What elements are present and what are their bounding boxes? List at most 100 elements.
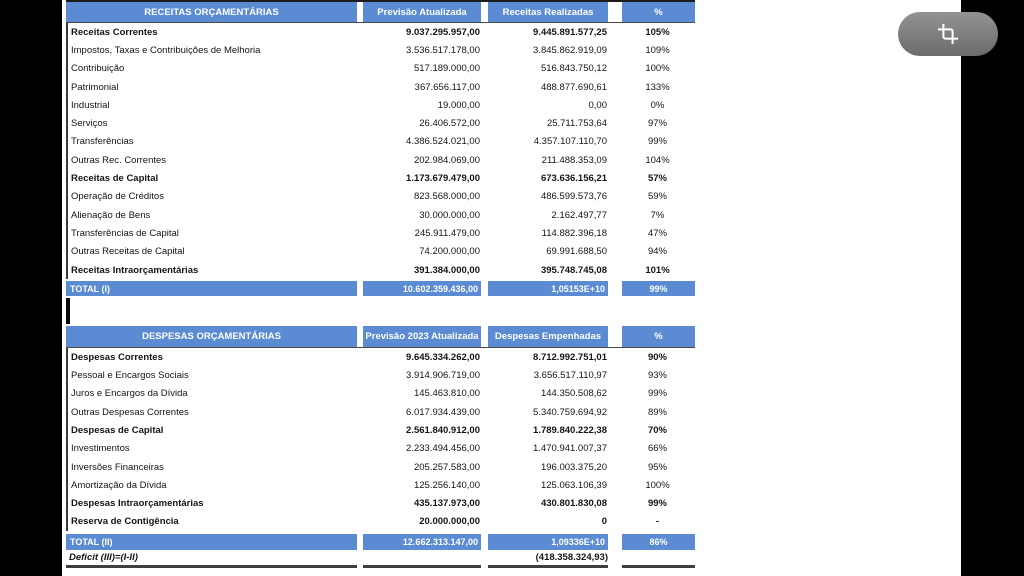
despesas-table: DESPESAS ORÇAMENTÁRIAS Previsão 2023 Atu… xyxy=(66,326,696,569)
total-previsao: 12.662.313.147,00 xyxy=(363,534,481,551)
cell-c1: Juros e Encargos da Dívida xyxy=(71,388,188,400)
cell-c3: 125.063.106,39 xyxy=(540,479,607,491)
col-header-previsao-2023: Previsão 2023 Atualizada xyxy=(363,326,481,348)
cell-c4: 99% xyxy=(647,498,667,510)
total-label: TOTAL (II) xyxy=(66,534,357,551)
cell-c4: 90% xyxy=(647,351,667,363)
table-row: Inversões Financeiras 205.257.583,00 196.0… xyxy=(68,458,696,476)
table-row: Transferências 4.386.524.021,00 4.357.107.… xyxy=(68,133,696,151)
cell-c2: 3.914.906.719,00 xyxy=(406,370,480,382)
cell-c2: 435.137.973,00 xyxy=(413,498,480,510)
total-previsao: 10.602.359.436,00 xyxy=(363,281,481,297)
table-row: Outras Rec. Correntes 202.984.069,00 211.4… xyxy=(68,151,696,169)
table-bottom-border xyxy=(66,565,696,569)
table-row: Alienação de Bens 30.000.000,00 2.162.497,… xyxy=(68,206,696,224)
cell-c3: 5.340.759.694,92 xyxy=(533,406,607,418)
header-underline xyxy=(66,22,695,23)
cell-c2: 9.037.295.957,00 xyxy=(406,26,480,38)
table-row: Receitas Correntes 9.037.295.957,00 9.445.… xyxy=(68,23,696,41)
table-row: Patrimonial 367.656.117,00 488.877.690,61 1… xyxy=(68,78,696,96)
receitas-table: RECEITAS ORÇAMENTÁRIAS Previsão Atualiza… xyxy=(66,0,696,297)
cell-c1: Outras Rec. Correntes xyxy=(71,154,167,166)
cell-c4: 105% xyxy=(645,26,670,38)
cell-c4: 100% xyxy=(645,479,670,491)
cell-c4: 89% xyxy=(647,406,667,418)
total-label: TOTAL (I) xyxy=(66,281,357,297)
cell-c1: Despesas Intraorçamentárias xyxy=(71,498,204,510)
total-percent: 99% xyxy=(622,281,695,297)
cell-c4: 99% xyxy=(647,388,667,400)
table-row: Serviços 26.406.572,00 25.711.753,64 97% xyxy=(68,114,696,132)
cell-c1: Transferências de Capital xyxy=(71,227,179,239)
despesas-body: Despesas Correntes 9.645.334.262,00 8.712.… xyxy=(66,348,696,532)
cell-c2: 391.384.000,00 xyxy=(413,264,480,276)
cell-c4: 70% xyxy=(647,424,667,436)
border-seg xyxy=(363,565,481,569)
deficit-label: Deficit (III)=(I-II) xyxy=(69,552,138,564)
cell-c1: Amortização da Dívida xyxy=(71,479,167,491)
cell-c4: 100% xyxy=(645,63,670,75)
table-row: Impostos, Taxas e Contribuições de Melho… xyxy=(68,41,696,59)
table-row: Industrial 19.000,00 0,00 0% xyxy=(68,96,696,114)
cell-c2: 125.256.140,00 xyxy=(413,479,480,491)
cell-c3: 3.845.862.919,09 xyxy=(533,44,607,56)
cell-c1: Outras Despesas Correntes xyxy=(71,406,189,418)
cell-c1: Impostos, Taxas e Contribuições de Melho… xyxy=(71,44,261,56)
cell-c1: Reserva de Contigência xyxy=(71,516,179,528)
table-row: Operação de Créditos 823.568.000,00 486.59… xyxy=(68,188,696,206)
cell-c1: Operação de Créditos xyxy=(71,191,164,203)
cell-c2: 145.463.810,00 xyxy=(413,388,480,400)
cell-c3: 3.656.517.110,97 xyxy=(533,370,607,382)
table-row: Despesas Correntes 9.645.334.262,00 8.712.… xyxy=(68,348,696,366)
receitas-body: Receitas Correntes 9.037.295.957,00 9.445.… xyxy=(66,23,696,280)
despesas-total-row: TOTAL (II) 12.662.313.147,00 1,09336E+10… xyxy=(66,534,696,551)
cell-c4: 97% xyxy=(647,118,667,130)
cell-c1: Alienação de Bens xyxy=(71,209,151,221)
col-header-realizadas: Receitas Realizadas xyxy=(488,2,608,22)
cell-c4: 59% xyxy=(647,191,667,203)
despesas-header-row: DESPESAS ORÇAMENTÁRIAS Previsão 2023 Atu… xyxy=(66,326,696,348)
table-row: Outras Despesas Correntes 6.017.934.439,0… xyxy=(68,403,696,421)
cell-c1: Contribuição xyxy=(71,63,125,75)
cell-c2: 74.200.000,00 xyxy=(419,246,480,258)
cell-c1: Inversões Financeiras xyxy=(71,461,164,473)
cell-c4: 99% xyxy=(647,136,667,148)
col-header-percent: % xyxy=(622,326,695,348)
cell-c3: 1.470.941.007,37 xyxy=(533,443,607,455)
cell-c2: 823.568.000,00 xyxy=(413,191,480,203)
table-row: Receitas Intraorçamentárias 391.384.000,0… xyxy=(68,261,696,279)
cell-c2: 3.536.517.178,00 xyxy=(406,44,480,56)
cell-c2: 517.189.000,00 xyxy=(413,63,480,75)
cell-c1: Receitas de Capital xyxy=(71,173,159,185)
cell-c3: 0 xyxy=(601,516,607,528)
deficit-row: Deficit (III)=(I-II) (418.358.324,93) xyxy=(66,550,696,565)
cell-c3: 144.350.508,62 xyxy=(540,388,607,400)
cell-c3: 516.843.750,12 xyxy=(540,63,607,75)
cell-c2: 367.656.117,00 xyxy=(414,81,480,93)
cell-c4: 101% xyxy=(645,264,670,276)
cell-c1: Receitas Intraorçamentárias xyxy=(71,264,199,276)
table-row: Despesas Intraorçamentárias 435.137.973,0… xyxy=(68,495,696,513)
cell-c2: 30.000.000,00 xyxy=(419,209,480,221)
col-header-previsao: Previsão Atualizada xyxy=(363,2,481,22)
receitas-title: RECEITAS ORÇAMENTÁRIAS xyxy=(66,2,357,22)
cell-c3: 673.636.156,21 xyxy=(540,173,607,185)
cell-c4: 7% xyxy=(650,209,665,221)
cell-c1: Investimentos xyxy=(71,443,130,455)
border-seg xyxy=(66,565,357,569)
cell-c2: 4.386.524.021,00 xyxy=(406,136,480,148)
cell-c4: 95% xyxy=(647,461,667,473)
cell-c4: 109% xyxy=(645,44,670,56)
crop-button[interactable] xyxy=(898,12,998,56)
cell-c1: Pessoal e Encargos Sociais xyxy=(71,370,189,382)
cell-c4: 93% xyxy=(647,370,667,382)
table-gap xyxy=(66,296,696,326)
cell-c2: 2.561.840.912,00 xyxy=(406,424,480,436)
table-row: Contribuição 517.189.000,00 516.843.750,12… xyxy=(68,60,696,78)
col-header-empenhadas: Despesas Empenhadas xyxy=(488,326,608,348)
table-top-border xyxy=(66,0,695,2)
cell-c2: 245.911.479,00 xyxy=(414,227,480,239)
cell-c3: 114.882.396,18 xyxy=(541,227,607,239)
cell-c3: 25.711.753,64 xyxy=(546,118,607,130)
